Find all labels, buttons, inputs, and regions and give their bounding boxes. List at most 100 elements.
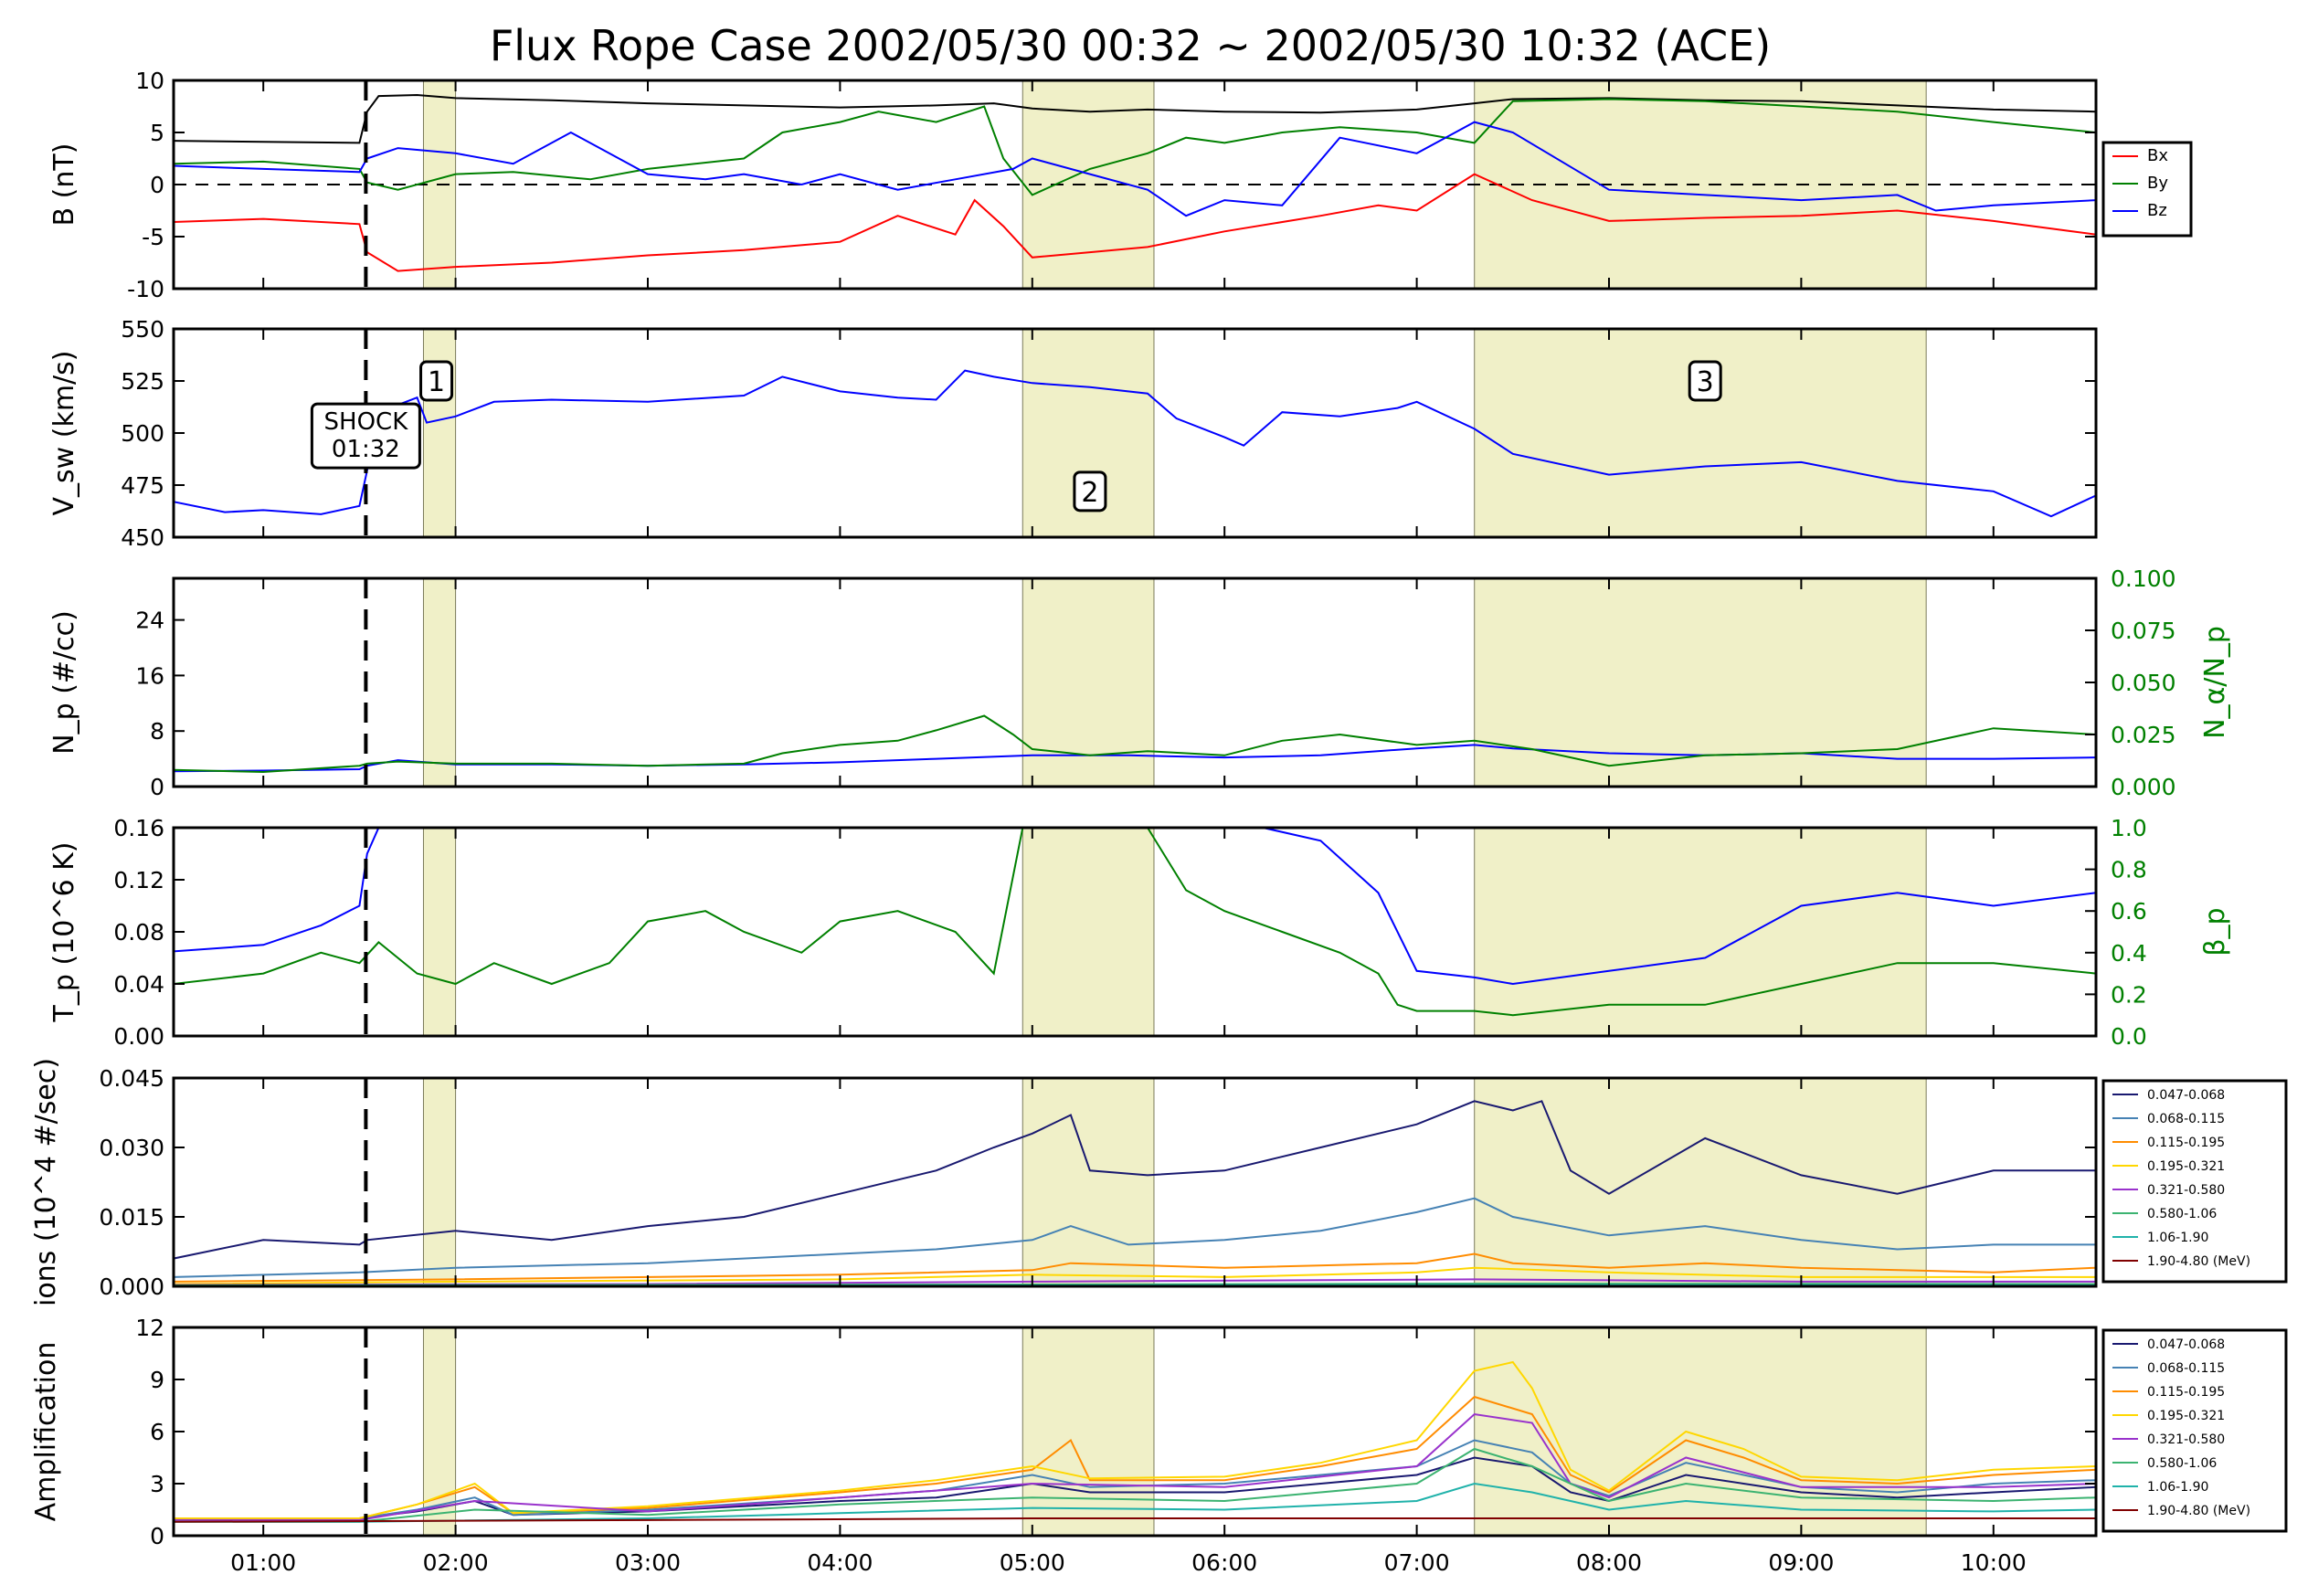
figure-title: Flux Rope Case 2002/05/30 00:32 ~ 2002/0… bbox=[490, 21, 1771, 70]
y-tick-label-right: 0.025 bbox=[2111, 722, 2176, 748]
y-tick-label-right: 0.8 bbox=[2111, 857, 2147, 883]
legend-entry: 0.047-0.068 bbox=[2147, 1337, 2225, 1352]
legend-entry: 0.321-0.580 bbox=[2147, 1432, 2225, 1447]
series-line bbox=[174, 1100, 2096, 1260]
series-line bbox=[174, 714, 2096, 774]
x-tick-label: 07:00 bbox=[1384, 1549, 1450, 1576]
series-line bbox=[174, 121, 2096, 217]
series-group bbox=[174, 828, 2096, 1017]
y-axis-label-right: β_p bbox=[2199, 907, 2231, 956]
y-tick-label: 0.015 bbox=[99, 1204, 164, 1231]
legend-entry: 0.580-1.06 bbox=[2147, 1456, 2217, 1471]
legend-entry: 1.06-1.90 bbox=[2147, 1231, 2208, 1245]
series-line bbox=[174, 173, 2096, 272]
series-line bbox=[174, 1482, 2096, 1523]
panel-ions: 0.000 0.015 0.030 0.045 ions (10^4 #/sec) 0.0… bbox=[30, 1058, 2288, 1306]
interval-label: 1 bbox=[428, 366, 445, 398]
shaded-interval-1 bbox=[422, 827, 457, 1037]
shaded-interval-1 bbox=[422, 577, 457, 787]
y-tick-label: 450 bbox=[121, 524, 164, 551]
shaded-interval-1 bbox=[422, 1077, 457, 1287]
series-line bbox=[174, 828, 2096, 1017]
legend-entry: By bbox=[2147, 174, 2168, 193]
legend-entry: 0.068-0.115 bbox=[2147, 1112, 2225, 1126]
series-group bbox=[174, 93, 2096, 272]
y-tick-label: 0.16 bbox=[113, 815, 164, 841]
y-tick-label-right: 0.075 bbox=[2111, 618, 2176, 644]
y-tick-label: 525 bbox=[121, 368, 164, 395]
shaded-interval-1 bbox=[422, 328, 457, 538]
panel-tp: 0.00 0.04 0.08 0.12 0.16 0.0 0.2 0.4 0.6 0.8 1.0 T_… bbox=[48, 815, 2231, 1050]
y-tick-label: 16 bbox=[135, 662, 164, 689]
y-tick-label: 3 bbox=[150, 1471, 164, 1497]
y-tick-label-right: 0.6 bbox=[2111, 898, 2147, 925]
y-axis-label: T_p (10^6 K) bbox=[48, 842, 80, 1023]
y-tick-label: 0.12 bbox=[113, 867, 164, 893]
series-line bbox=[174, 1517, 2096, 1523]
y-axis-label: ions (10^4 #/sec) bbox=[30, 1058, 62, 1306]
y-axis-label: Amplification bbox=[30, 1342, 62, 1522]
y-tick-label: 12 bbox=[135, 1315, 164, 1341]
shock-label-box bbox=[310, 402, 421, 470]
y-tick-label-right: 1.0 bbox=[2111, 815, 2147, 841]
legend-entry: 0.195-0.321 bbox=[2147, 1409, 2225, 1423]
legend-entry: 1.90-4.80 (MeV) bbox=[2147, 1504, 2250, 1518]
legend-entry: 1.06-1.90 bbox=[2147, 1480, 2208, 1495]
x-tick-label: 08:00 bbox=[1576, 1549, 1642, 1576]
interval-label-box bbox=[1688, 360, 1722, 402]
shaded-interval-3 bbox=[1474, 1326, 1927, 1537]
y-tick-label: 0 bbox=[150, 172, 164, 198]
y-tick-label-right: 0.000 bbox=[2111, 774, 2176, 800]
legend-entry: 0.321-0.580 bbox=[2147, 1183, 2225, 1198]
y-axis-label: N_p (#/cc) bbox=[48, 610, 80, 755]
y-tick-label: 475 bbox=[121, 472, 164, 499]
x-tick-label: 03:00 bbox=[615, 1549, 681, 1576]
y-tick-label-right: 0.050 bbox=[2111, 670, 2176, 696]
legend-entry: 0.115-0.195 bbox=[2147, 1136, 2225, 1150]
y-tick-label: 8 bbox=[150, 718, 164, 745]
y-tick-label: 0.045 bbox=[99, 1065, 164, 1092]
x-tick-label: 02:00 bbox=[423, 1549, 489, 1576]
y-tick-label-right: 0.4 bbox=[2111, 940, 2147, 967]
legend-box bbox=[2101, 141, 2193, 238]
y-tick-label: 0.000 bbox=[99, 1274, 164, 1300]
x-tick-label: 06:00 bbox=[1191, 1549, 1257, 1576]
series-line bbox=[174, 828, 2096, 986]
y-axis-label: V_sw (km/s) bbox=[48, 351, 80, 516]
series-line bbox=[174, 1197, 2096, 1278]
interval-label: 2 bbox=[1081, 477, 1098, 509]
series-line bbox=[174, 1439, 2096, 1519]
y-tick-label: -5 bbox=[142, 224, 164, 250]
y-tick-label: 24 bbox=[135, 608, 164, 634]
shaded-interval-3 bbox=[1474, 827, 1927, 1037]
y-tick-label-right: 0.2 bbox=[2111, 981, 2147, 1008]
y-tick-label: 0 bbox=[150, 774, 164, 800]
shaded-interval-2 bbox=[1021, 827, 1155, 1037]
y-tick-label: 5 bbox=[150, 120, 164, 146]
legend-box bbox=[2101, 1328, 2288, 1533]
series-line bbox=[174, 1412, 2096, 1521]
legend-entry: Bz bbox=[2147, 201, 2167, 220]
interval-label-box bbox=[1073, 470, 1107, 513]
interval-label: 3 bbox=[1697, 366, 1714, 398]
panel-b: -10 -5 0 5 10 B (nT) Bx By Bz bbox=[48, 68, 2193, 302]
series-line bbox=[174, 98, 2096, 196]
shaded-interval-3 bbox=[1474, 1077, 1927, 1287]
y-tick-label: 0.04 bbox=[113, 971, 164, 998]
panel-np: 0 8 16 24 0.000 0.025 0.050 0.075 0.100 N_p (#/cc… bbox=[48, 565, 2231, 800]
series-group bbox=[174, 1360, 2096, 1523]
shaded-interval-3 bbox=[1474, 328, 1927, 538]
y-tick-label: 10 bbox=[135, 68, 164, 94]
legend-entry: 0.580-1.06 bbox=[2147, 1207, 2217, 1221]
shock-label-line2: 01:32 bbox=[332, 436, 400, 463]
shock-label-line1: SHOCK bbox=[324, 408, 409, 436]
y-axis-label: B (nT) bbox=[48, 143, 80, 227]
panel-frame bbox=[172, 1076, 2098, 1288]
series-line bbox=[174, 1360, 2096, 1519]
legend-entry: 1.90-4.80 (MeV) bbox=[2147, 1254, 2250, 1269]
y-tick-label: -10 bbox=[127, 276, 164, 302]
series-line bbox=[174, 1252, 2096, 1283]
